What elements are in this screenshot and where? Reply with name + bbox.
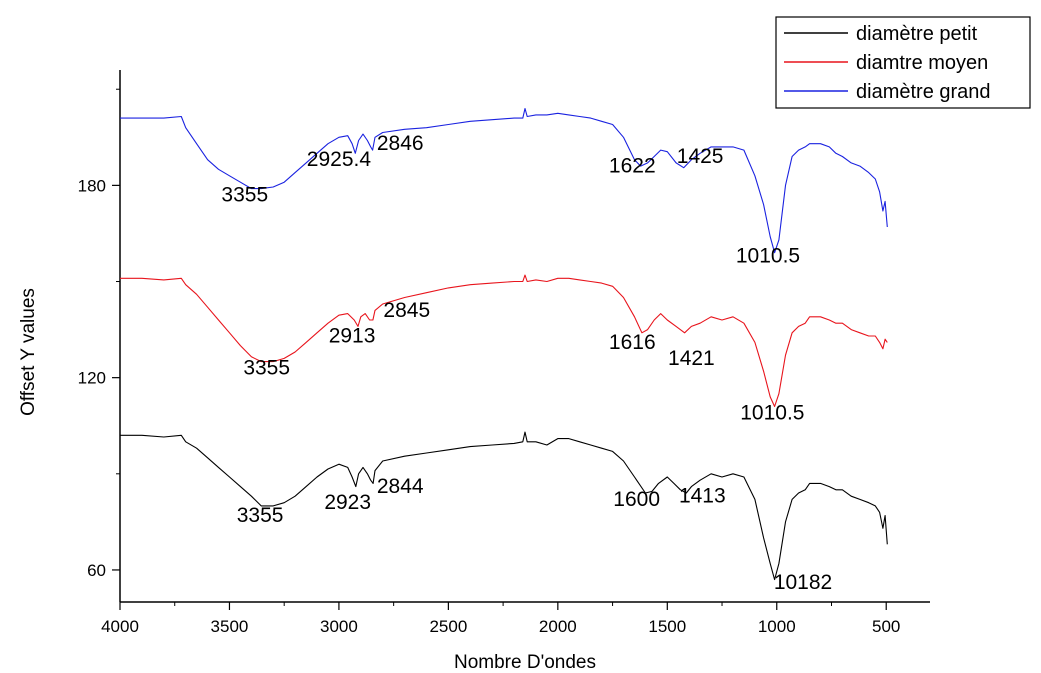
peak-label: 1010.5 <box>740 401 804 424</box>
series-lines <box>120 107 888 581</box>
peak-label: 2846 <box>377 132 424 155</box>
peak-label: 1425 <box>677 145 724 168</box>
y-tick-label: 60 <box>87 561 106 580</box>
peak-label: 1622 <box>609 155 656 178</box>
peak-label: 2844 <box>377 475 424 498</box>
x-axis-title: Nombre D'ondes <box>454 652 596 673</box>
peak-label: 1421 <box>668 347 715 370</box>
y-axis-title: Offset Y values <box>18 288 39 416</box>
peak-label: 1616 <box>609 331 656 354</box>
peak-label: 3355 <box>221 183 268 206</box>
peak-label: 1600 <box>613 488 660 511</box>
x-tick-label: 1000 <box>758 617 796 636</box>
legend: diamètre petit diamtre moyen diamètre gran… <box>775 16 1031 109</box>
peak-label: 3355 <box>243 356 290 379</box>
peak-label: 2925.4 <box>307 148 372 171</box>
peak-label: 1010.5 <box>736 244 800 267</box>
series-line <box>120 431 888 581</box>
x-tick-label: 4000 <box>101 617 139 636</box>
series-line <box>120 107 888 254</box>
y-tick-label: 120 <box>78 369 106 388</box>
x-tick-label: 2000 <box>539 617 577 636</box>
peak-label: 3355 <box>237 504 284 527</box>
peak-label: 2845 <box>383 299 430 322</box>
series-line <box>120 274 888 408</box>
x-tick-label: 3500 <box>211 617 249 636</box>
x-tick-label: 2500 <box>429 617 467 636</box>
axes: 4000 3500 3000 2500 2000 1500 1000 500 60 120 180 <box>78 70 930 636</box>
peak-label: 10182 <box>774 571 832 594</box>
y-tick-label: 180 <box>78 176 106 195</box>
peak-label: 1413 <box>679 485 726 508</box>
peak-label: 2913 <box>329 324 376 347</box>
legend-label: diamètre petit <box>856 23 978 45</box>
peak-label: 2923 <box>324 491 371 514</box>
x-tick-label: 3000 <box>320 617 358 636</box>
x-tick-label: 1500 <box>648 617 686 636</box>
x-tick-label: 500 <box>872 617 900 636</box>
legend-label: diamètre grand <box>856 81 991 103</box>
legend-label: diamtre moyen <box>856 52 988 74</box>
